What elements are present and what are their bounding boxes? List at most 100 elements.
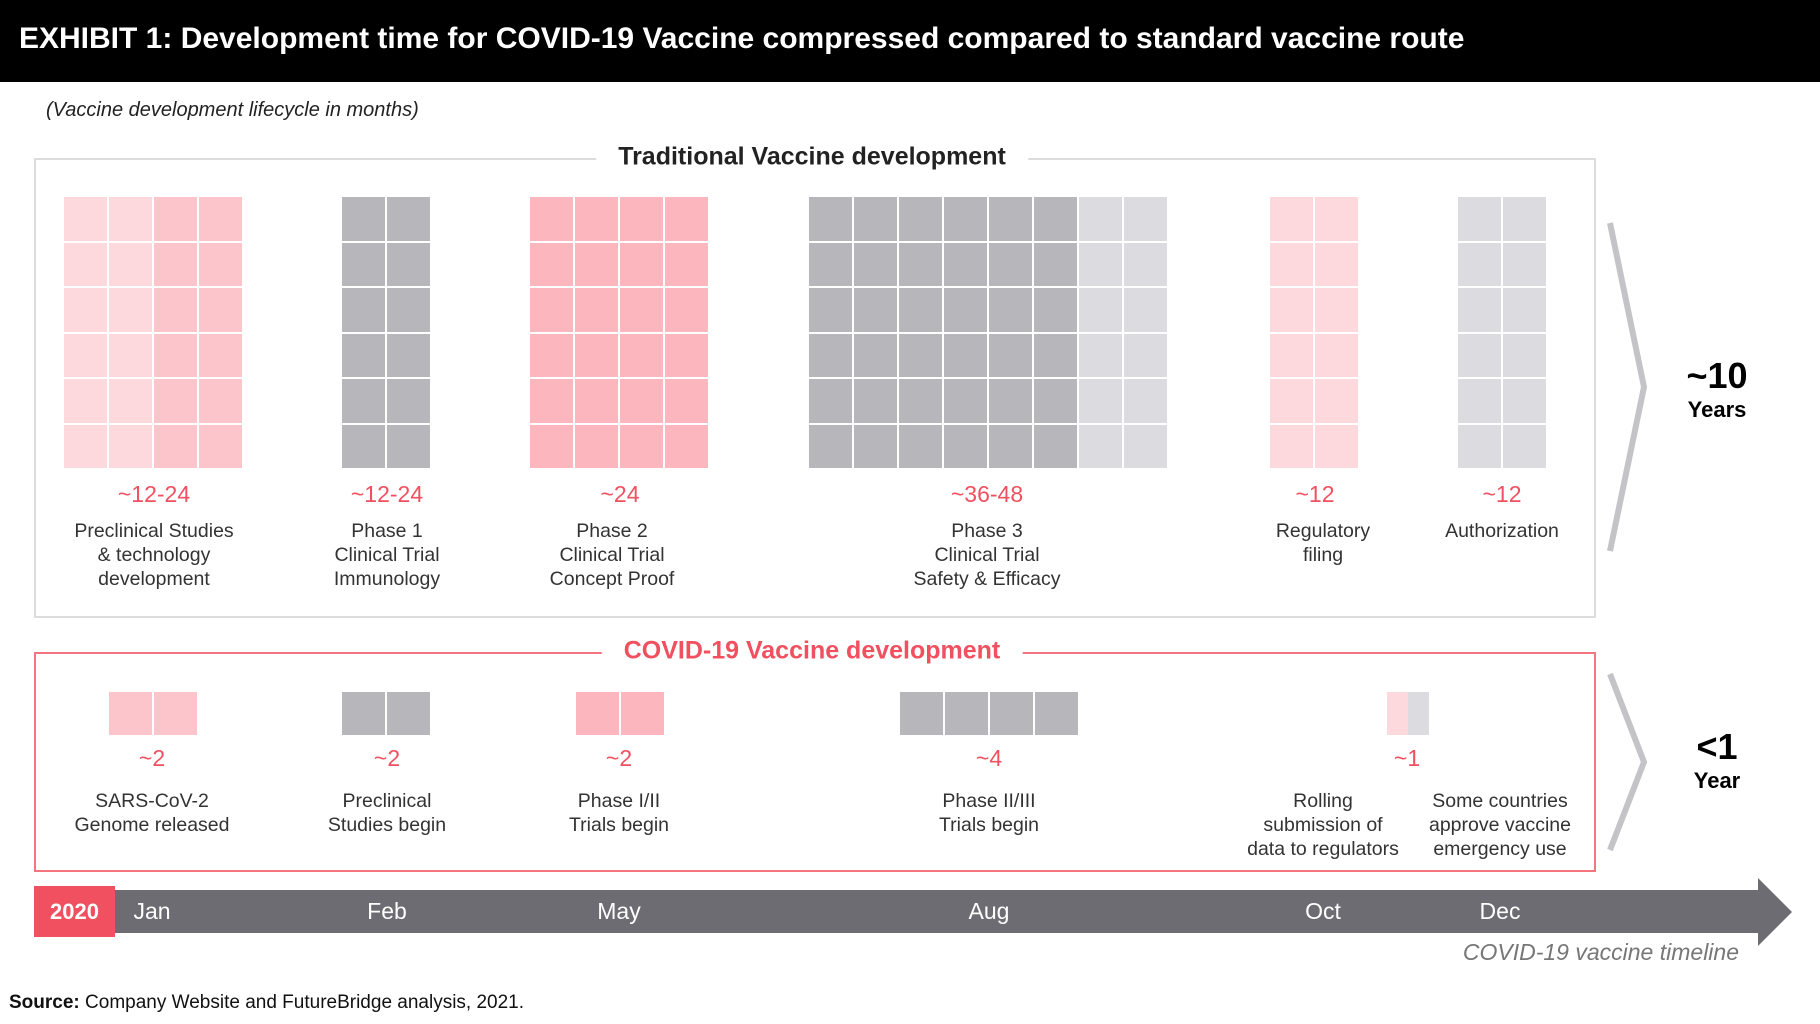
grid-cell [665, 242, 708, 286]
grid-cell [154, 379, 197, 423]
covid-stage-duration: ~2 [373, 745, 401, 771]
grid-cell [944, 333, 987, 377]
traditional-stage-label: Phase 1 Clinical Trial Immunology [334, 519, 440, 591]
grid-cell [575, 424, 618, 468]
grid-cell [990, 692, 1033, 735]
grid-cell [989, 242, 1032, 286]
grid-cell [665, 333, 708, 377]
label-line: Trials begin [568, 814, 670, 836]
covid-stage-grid [109, 692, 197, 735]
grid-cell [387, 242, 430, 286]
grid-cell [109, 197, 152, 241]
header-bar [0, 0, 1820, 82]
grid-cell [199, 379, 242, 423]
grid-cell [1124, 379, 1167, 423]
grid-cell [576, 692, 619, 735]
grid-cell [342, 424, 385, 468]
label-line: development [98, 568, 210, 590]
grid-cell [665, 424, 708, 468]
grid-cell [575, 333, 618, 377]
grid-cell [1124, 333, 1167, 377]
covid-stage-label: Phase I/II Trials begin [569, 789, 669, 837]
timeline-bar [34, 890, 1764, 933]
label-line: Rolling [1293, 790, 1353, 812]
grid-cell [854, 333, 897, 377]
grid-cell [899, 288, 942, 332]
covid-stage-grid [900, 692, 1078, 735]
covid-total-value: <1 [1696, 726, 1738, 767]
grid-cell [387, 424, 430, 468]
label-line: Phase II/III [942, 790, 1036, 812]
grid-cell [154, 288, 197, 332]
grid-cell [944, 288, 987, 332]
grid-cell [1034, 242, 1077, 286]
grid-cell [1503, 333, 1546, 377]
grid-cell [1124, 424, 1167, 468]
traditional-stage-label: Regulatory filing [1276, 519, 1370, 567]
subtitle: (Vaccine development lifecycle in months… [46, 99, 419, 121]
grid-cell [665, 288, 708, 332]
grid-cell [199, 242, 242, 286]
grid-cell [1034, 288, 1077, 332]
timeline-month: May [597, 898, 641, 924]
grid-cell [154, 197, 197, 241]
label-line: Preclinical Studies [74, 520, 234, 542]
grid-cell [64, 424, 107, 468]
grid-cell [1034, 424, 1077, 468]
grid-cell [854, 288, 897, 332]
grid-cell [199, 424, 242, 468]
source-text: Company Website and FutureBridge analysi… [79, 992, 525, 1013]
grid-cell [809, 197, 852, 241]
covid-stage-duration: ~2 [138, 745, 166, 771]
grid-cell [109, 288, 152, 332]
traditional-stage-grid [342, 197, 430, 468]
covid-stage-grid [342, 692, 430, 735]
label-line: Authorization [1445, 520, 1559, 542]
grid-cell [530, 197, 573, 241]
grid-cell [387, 692, 430, 735]
covid-stage-duration: ~1 [1393, 745, 1421, 771]
grid-cell [944, 379, 987, 423]
grid-cell [575, 197, 618, 241]
traditional-stage-grid [809, 197, 1167, 468]
traditional-stage-duration: ~24 [600, 481, 640, 507]
grid-cell [1503, 197, 1546, 241]
grid-cell [809, 424, 852, 468]
covid-stage-grid [576, 692, 664, 735]
grid-cell [1458, 197, 1501, 241]
grid-cell [989, 379, 1032, 423]
grid-cell [899, 197, 942, 241]
label-line: emergency use [1433, 838, 1567, 860]
grid-cell [945, 692, 988, 735]
grid-cell [1458, 424, 1501, 468]
grid-cell [989, 288, 1032, 332]
grid-cell [387, 333, 430, 377]
grid-cell [1079, 379, 1122, 423]
grid-cell [1458, 379, 1501, 423]
covid-stage-label: Phase II/III Trials begin [939, 789, 1039, 837]
label-line: Genome released [74, 814, 230, 836]
grid-cell [944, 242, 987, 286]
year-badge: 2020 [34, 886, 115, 937]
grid-cell [199, 288, 242, 332]
grid-cell [899, 242, 942, 286]
label-line: Some countries [1432, 790, 1568, 812]
grid-cell [1458, 242, 1501, 286]
traditional-stage-duration: ~12 [1295, 481, 1335, 507]
grid-cell [989, 333, 1032, 377]
grid-cell [1079, 197, 1122, 241]
grid-cell [1270, 424, 1313, 468]
grid-cell [575, 288, 618, 332]
grid-cell [1035, 692, 1078, 735]
grid-cell [989, 424, 1032, 468]
grid-cell [387, 288, 430, 332]
grid-cell [342, 333, 385, 377]
timeline-month: Oct [1305, 898, 1341, 924]
grid-cell [199, 333, 242, 377]
traditional-stage-duration: ~12-24 [350, 481, 424, 507]
grid-cell [342, 288, 385, 332]
grid-cell [530, 242, 573, 286]
grid-cell [1503, 379, 1546, 423]
covid-stage-duration: ~4 [975, 745, 1003, 771]
grid-cell [530, 379, 573, 423]
